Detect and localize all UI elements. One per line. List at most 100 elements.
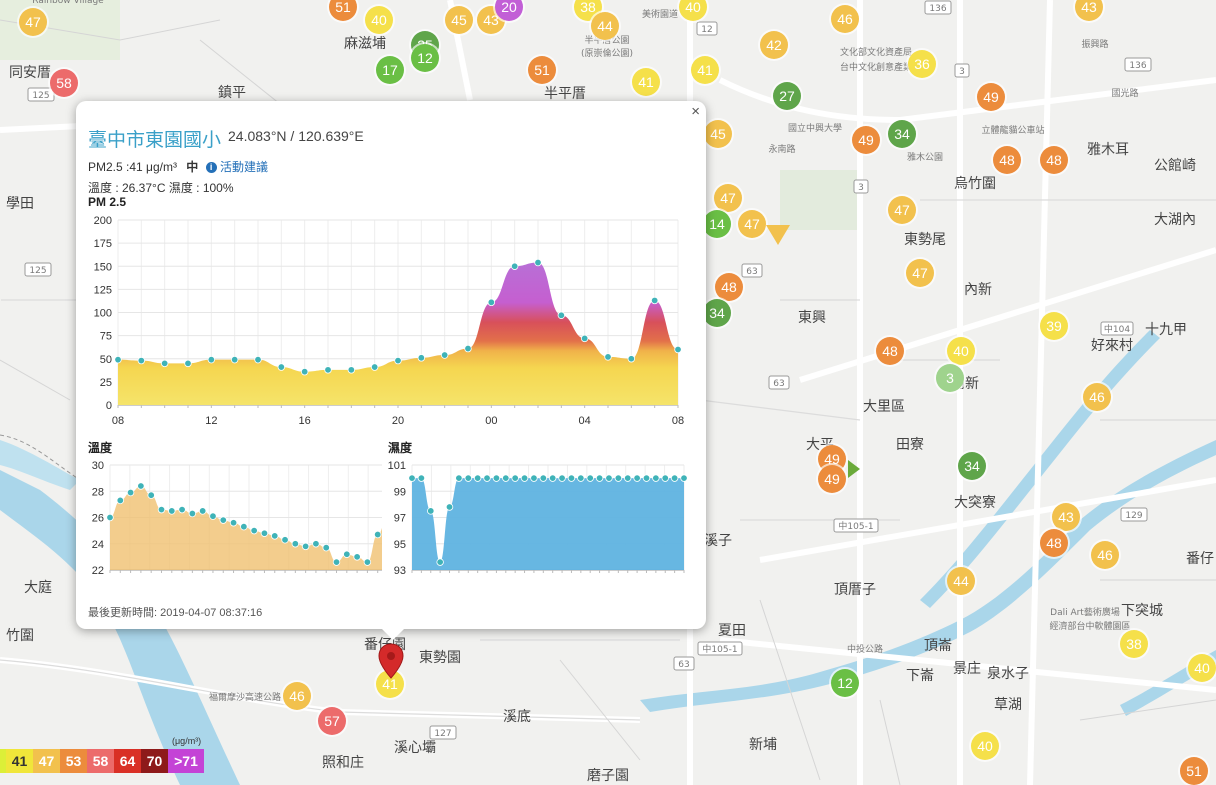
aqi-marker[interactable]: 38 (1120, 630, 1148, 658)
aqi-marker[interactable]: 40 (947, 337, 975, 365)
aqi-marker[interactable]: 47 (738, 210, 766, 238)
aqi-marker[interactable]: 47 (888, 196, 916, 224)
data-point (370, 363, 379, 371)
aqi-marker[interactable]: 51 (528, 56, 556, 84)
place-label: 頂崙 (924, 638, 952, 654)
data-point (207, 355, 216, 364)
aqi-marker[interactable]: 3 (936, 364, 964, 392)
aqi-marker[interactable]: 12 (831, 669, 859, 697)
place-label: 公館崎 (1154, 157, 1196, 174)
data-point (520, 474, 529, 482)
aqi-marker[interactable]: 48 (715, 273, 743, 301)
activity-advice-link[interactable]: 活動建議 (220, 160, 269, 174)
aqi-marker[interactable]: 47 (714, 184, 742, 212)
aqi-marker[interactable]: 48 (876, 337, 904, 365)
road-number: 127 (434, 729, 451, 739)
station-popup: × 臺中市東園國小 24.083°N / 120.639°E PM2.5 :41… (76, 101, 706, 629)
aqi-marker[interactable]: 42 (760, 31, 788, 59)
aqi-marker[interactable]: 41 (632, 68, 660, 96)
pm25-value: PM2.5 :41 μg/m³ (88, 160, 177, 174)
x-tick-label: 00 (485, 415, 497, 427)
aqi-marker[interactable]: 43 (1075, 0, 1103, 21)
location-pin-icon[interactable] (378, 643, 404, 684)
aqi-marker[interactable]: 49 (977, 83, 1005, 111)
aqi-marker[interactable]: 27 (773, 82, 801, 110)
aqi-marker[interactable]: 40 (679, 0, 707, 21)
place-label: 大湖內 (1154, 212, 1196, 228)
data-point (260, 529, 269, 537)
aqi-marker[interactable]: 46 (1083, 383, 1111, 411)
aqi-marker[interactable]: 49 (852, 126, 880, 154)
place-label: 東興 (798, 310, 826, 326)
aqi-marker[interactable]: 46 (831, 5, 859, 33)
poi-label: 立體龍貓公車站 (981, 124, 1044, 136)
aqi-marker[interactable]: 17 (376, 56, 404, 84)
aqi-marker[interactable]: 14 (703, 210, 731, 238)
aqi-marker[interactable]: 48 (1040, 529, 1068, 557)
data-point (577, 474, 585, 482)
data-point (343, 550, 351, 558)
road-sign (833, 518, 879, 533)
aqi-marker[interactable]: 43 (1052, 503, 1080, 531)
data-point (436, 558, 444, 566)
data-point (605, 474, 613, 482)
triangle-marker[interactable] (766, 225, 790, 245)
place-label: 學田 (6, 196, 34, 212)
place-label: 同安厝 (9, 65, 51, 81)
close-button[interactable]: × (691, 103, 700, 120)
aqi-marker[interactable]: 48 (1040, 146, 1068, 174)
place-label: 雅木耳 (1087, 142, 1129, 158)
road-number: 3 (959, 67, 965, 77)
aqi-marker[interactable]: 40 (1188, 654, 1216, 682)
aqi-marker[interactable]: 47 (906, 259, 934, 287)
poi-label: 文化部文化資產局 (840, 46, 912, 58)
aqi-marker[interactable]: 58 (50, 69, 78, 97)
aqi-marker[interactable]: 44 (591, 12, 619, 40)
y-tick-label: 0 (106, 400, 112, 412)
place-label: 麻滋埔 (344, 36, 386, 52)
aqi-marker[interactable]: 41 (691, 56, 719, 84)
aqi-marker[interactable]: 44 (947, 567, 975, 595)
aqi-marker[interactable]: 46 (1091, 541, 1119, 569)
aqi-marker[interactable]: 39 (1040, 312, 1068, 340)
data-point (271, 532, 279, 540)
aqi-marker[interactable]: 46 (283, 682, 311, 710)
y-tick-label: 95 (394, 539, 406, 551)
place-label: 東勢園 (419, 650, 461, 666)
temperature-chart-title: 溫度 (88, 441, 113, 455)
road-number: 63 (746, 267, 757, 277)
data-point (254, 355, 262, 364)
data-point (219, 516, 227, 524)
road-number: 129 (1125, 511, 1142, 521)
data-point (209, 512, 217, 520)
aqi-marker[interactable]: 20 (495, 0, 523, 21)
aqi-marker[interactable]: 47 (19, 8, 47, 36)
aqi-marker[interactable]: 51 (1180, 757, 1208, 785)
aqi-marker[interactable]: 48 (993, 146, 1021, 174)
data-point (168, 507, 176, 515)
data-point (106, 513, 114, 522)
poi-label: 福爾摩沙高速公路 (209, 691, 281, 703)
aqi-marker[interactable]: 36 (908, 50, 936, 78)
aqi-marker[interactable]: 45 (704, 120, 732, 148)
aqi-marker[interactable]: 45 (445, 6, 473, 34)
legend-cell: >71 (168, 749, 204, 773)
aqi-marker[interactable]: 51 (329, 0, 357, 21)
legend-cell: 53 (60, 749, 87, 773)
road-number: 中105-1 (838, 520, 873, 532)
aqi-marker[interactable]: 40 (365, 6, 393, 34)
aqi-marker[interactable]: 49 (818, 465, 846, 493)
data-point (502, 474, 510, 482)
info-icon[interactable]: i (205, 162, 217, 173)
aqi-marker[interactable]: 12 (411, 44, 439, 72)
triangle-marker-green[interactable] (848, 460, 860, 478)
aqi-marker[interactable]: 40 (971, 732, 999, 760)
x-tick-label: 08 (672, 415, 684, 427)
road-sign (24, 262, 52, 277)
data-point (652, 474, 660, 482)
data-point (301, 542, 310, 551)
aqi-marker[interactable]: 34 (703, 299, 731, 327)
aqi-marker[interactable]: 57 (318, 707, 346, 735)
aqi-marker[interactable]: 34 (888, 120, 916, 148)
aqi-marker[interactable]: 34 (958, 452, 986, 480)
